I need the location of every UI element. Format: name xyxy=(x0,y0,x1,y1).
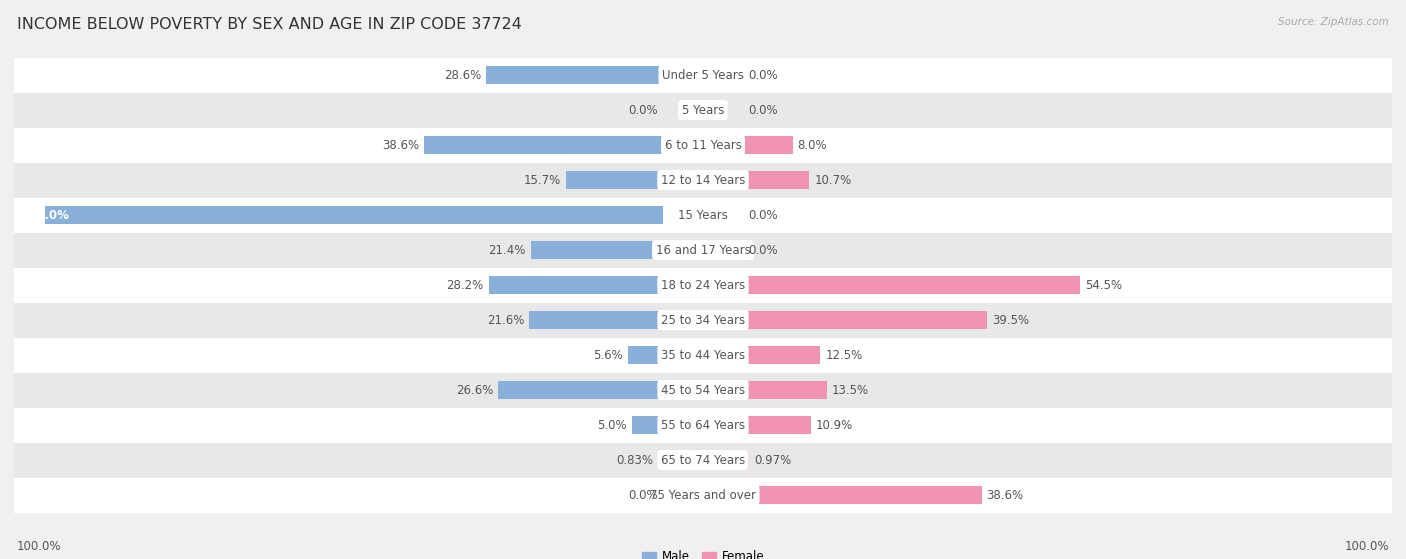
Text: 100.0%: 100.0% xyxy=(20,209,69,221)
Bar xyxy=(14,477,1392,513)
Bar xyxy=(744,171,810,189)
Bar xyxy=(744,451,749,469)
Text: 8.0%: 8.0% xyxy=(797,139,827,151)
Bar xyxy=(14,408,1392,443)
Text: 10.9%: 10.9% xyxy=(815,419,852,432)
Bar xyxy=(14,372,1392,408)
Bar xyxy=(14,302,1392,338)
Text: 55 to 64 Years: 55 to 64 Years xyxy=(661,419,745,432)
Bar xyxy=(530,241,662,259)
Text: 39.5%: 39.5% xyxy=(993,314,1029,326)
Bar xyxy=(489,276,662,294)
Text: 35 to 44 Years: 35 to 44 Years xyxy=(661,349,745,362)
Bar xyxy=(530,311,662,329)
Bar xyxy=(486,66,662,84)
Bar xyxy=(14,338,1392,372)
Bar xyxy=(565,171,662,189)
Bar xyxy=(14,198,1392,233)
Legend: Male, Female: Male, Female xyxy=(637,546,769,559)
Bar xyxy=(744,381,827,399)
Text: 6 to 11 Years: 6 to 11 Years xyxy=(665,139,741,151)
Text: 65 to 74 Years: 65 to 74 Years xyxy=(661,453,745,467)
Text: 0.0%: 0.0% xyxy=(748,209,778,221)
Text: 38.6%: 38.6% xyxy=(382,139,419,151)
Text: 5 Years: 5 Years xyxy=(682,103,724,117)
Text: 12 to 14 Years: 12 to 14 Years xyxy=(661,174,745,187)
Text: 28.6%: 28.6% xyxy=(444,69,481,82)
Text: 13.5%: 13.5% xyxy=(831,383,869,396)
Text: 0.0%: 0.0% xyxy=(748,244,778,257)
Text: 45 to 54 Years: 45 to 54 Years xyxy=(661,383,745,396)
Bar xyxy=(14,163,1392,198)
Text: 38.6%: 38.6% xyxy=(987,489,1024,501)
Bar xyxy=(744,311,987,329)
Text: 21.4%: 21.4% xyxy=(488,244,526,257)
Text: 100.0%: 100.0% xyxy=(17,541,62,553)
Bar xyxy=(744,346,820,364)
Text: 0.83%: 0.83% xyxy=(616,453,652,467)
Text: 28.2%: 28.2% xyxy=(446,278,484,292)
Bar xyxy=(744,136,793,154)
Bar xyxy=(14,58,1392,93)
Text: INCOME BELOW POVERTY BY SEX AND AGE IN ZIP CODE 37724: INCOME BELOW POVERTY BY SEX AND AGE IN Z… xyxy=(17,17,522,32)
Text: 0.0%: 0.0% xyxy=(628,489,658,501)
Bar xyxy=(14,443,1392,477)
Bar xyxy=(14,268,1392,302)
Text: 15 Years: 15 Years xyxy=(678,209,728,221)
Text: 5.6%: 5.6% xyxy=(593,349,623,362)
Text: Source: ZipAtlas.com: Source: ZipAtlas.com xyxy=(1278,17,1389,27)
Text: 15.7%: 15.7% xyxy=(523,174,561,187)
Text: 0.97%: 0.97% xyxy=(754,453,792,467)
Bar xyxy=(14,93,1392,127)
Text: 26.6%: 26.6% xyxy=(456,383,494,396)
Text: 100.0%: 100.0% xyxy=(1344,541,1389,553)
Text: 21.6%: 21.6% xyxy=(486,314,524,326)
Bar xyxy=(499,381,662,399)
Bar xyxy=(425,136,662,154)
Text: 16 and 17 Years: 16 and 17 Years xyxy=(655,244,751,257)
Bar xyxy=(14,127,1392,163)
Bar xyxy=(744,416,810,434)
Bar xyxy=(14,233,1392,268)
Text: 0.0%: 0.0% xyxy=(748,69,778,82)
Text: 54.5%: 54.5% xyxy=(1085,278,1122,292)
Bar xyxy=(628,346,662,364)
Bar xyxy=(658,451,662,469)
Text: 0.0%: 0.0% xyxy=(628,103,658,117)
Bar xyxy=(631,416,662,434)
Text: 5.0%: 5.0% xyxy=(598,419,627,432)
Text: Under 5 Years: Under 5 Years xyxy=(662,69,744,82)
Text: 12.5%: 12.5% xyxy=(825,349,863,362)
Bar xyxy=(744,276,1080,294)
Bar xyxy=(45,206,662,224)
Text: 18 to 24 Years: 18 to 24 Years xyxy=(661,278,745,292)
Bar xyxy=(744,486,981,504)
Text: 25 to 34 Years: 25 to 34 Years xyxy=(661,314,745,326)
Text: 75 Years and over: 75 Years and over xyxy=(650,489,756,501)
Text: 10.7%: 10.7% xyxy=(814,174,852,187)
Text: 0.0%: 0.0% xyxy=(748,103,778,117)
